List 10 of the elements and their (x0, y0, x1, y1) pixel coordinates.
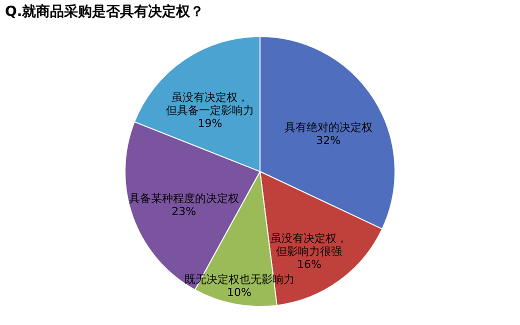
data-label: 10% (227, 286, 252, 300)
data-label: 32% (316, 134, 341, 148)
slice-label: 具备某种程度的决定权 (128, 192, 239, 205)
slice-label: 虽没有决定权，但影响力很强 (270, 232, 348, 258)
data-label: 19% (198, 116, 222, 130)
chart-title: Q.就商品采购是否具有决定权？ (5, 3, 204, 20)
slice-label: 虽没有决定权，但具备一定影响力 (166, 90, 254, 117)
data-label: 23% (172, 204, 196, 218)
slice-label: 具有绝对的决定权 (284, 121, 372, 134)
data-label: 16% (296, 258, 322, 272)
